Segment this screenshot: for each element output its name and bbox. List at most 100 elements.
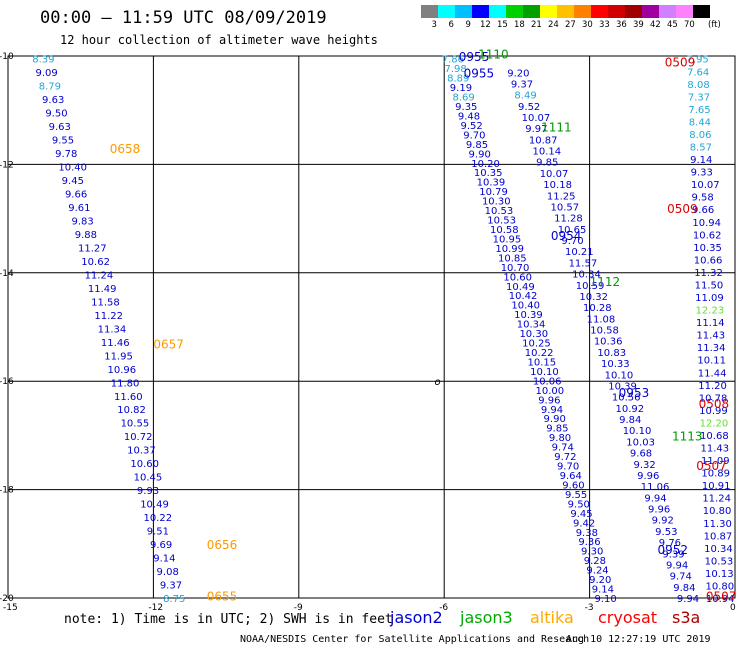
- swh-value: 9.51: [147, 527, 169, 538]
- swh-value: 11.57: [569, 258, 598, 269]
- swh-value: 9.63: [42, 95, 64, 106]
- swh-value: 9.14: [592, 585, 614, 596]
- swh-value: 9.68: [630, 449, 652, 460]
- swh-value: 10.45: [134, 473, 163, 484]
- legend-swatch: [625, 5, 642, 18]
- swh-value: 10.85: [498, 253, 527, 264]
- swh-value: 11.30: [703, 519, 732, 530]
- swh-value: 10.21: [565, 247, 594, 258]
- swh-value: 9.63: [49, 122, 71, 133]
- swh-value: 10.60: [130, 459, 159, 470]
- swh-value: 10.25: [522, 339, 551, 350]
- swh-value: 10.53: [487, 216, 516, 227]
- swh-value: 9.45: [570, 509, 592, 520]
- swh-value: 10.07: [691, 180, 720, 191]
- swh-value: 11.95: [104, 351, 133, 362]
- footnote: note: 1) Time is in UTC; 2) SWH is in fe…: [64, 612, 393, 627]
- legend-swatch: [659, 5, 676, 18]
- swh-value: 11.20: [698, 381, 727, 392]
- swh-value: 10.62: [693, 230, 722, 241]
- track-time-label: 1113: [672, 429, 703, 443]
- swh-value: 10.68: [700, 431, 729, 442]
- track-time-label: 1112: [590, 275, 621, 289]
- swh-value: 10.79: [479, 187, 508, 198]
- swh-value: 10.32: [579, 292, 608, 303]
- swh-value: 10.62: [81, 257, 110, 268]
- swh-value: 9.94: [644, 493, 666, 504]
- swh-value: 9.48: [458, 111, 480, 122]
- swh-value: 11.24: [702, 494, 731, 505]
- legend-swatch: [455, 5, 472, 18]
- swh-value: 9.19: [450, 83, 472, 94]
- swh-value: 9.39: [662, 549, 684, 560]
- swh-value: 9.70: [557, 462, 579, 473]
- legend-tick-label: 33: [599, 20, 610, 30]
- swh-value: 11.43: [701, 444, 730, 455]
- swh-value: 9.90: [469, 149, 491, 160]
- swh-value: 9.64: [560, 471, 582, 482]
- swh-value: 9.85: [546, 424, 568, 435]
- legend-tick-label: 21: [531, 20, 542, 30]
- track-time-label: 0507: [706, 589, 737, 603]
- swh-value: 9.14: [153, 554, 175, 565]
- swh-value: 9.45: [62, 176, 84, 187]
- swh-value: 8.08: [687, 80, 709, 91]
- swh-value: 9.69: [150, 540, 172, 551]
- swh-value: 9.50: [45, 109, 67, 120]
- swh-value: 10.34: [572, 270, 601, 281]
- swh-value: 10.03: [626, 437, 655, 448]
- y-axis-tick-label: -18: [0, 486, 14, 496]
- legend-swatch: [421, 5, 438, 18]
- legend-swatch: [557, 5, 574, 18]
- swh-value: 10.36: [594, 337, 623, 348]
- swh-value: 11.43: [696, 331, 725, 342]
- swh-value: 9.58: [691, 193, 713, 204]
- swh-value: 10.94: [692, 218, 721, 229]
- swh-value: 10.65: [558, 225, 587, 236]
- swh-value: 9.30: [581, 547, 603, 558]
- swh-value: 10.95: [493, 234, 522, 245]
- legend-swatch: [489, 5, 506, 18]
- track-time-label: 0655: [207, 589, 238, 603]
- page-title: 00:00 – 11:59 UTC 08/09/2019: [40, 8, 327, 28]
- swh-value: 9.08: [157, 567, 179, 578]
- legend-swatch: [642, 5, 659, 18]
- swh-value: 10.07: [540, 169, 569, 180]
- swh-value: 7.37: [688, 92, 710, 103]
- legend-tick-label: 18: [514, 20, 525, 30]
- legend-swatch: [506, 5, 523, 18]
- swh-value: 10.49: [506, 282, 535, 293]
- swh-value: 11.34: [98, 324, 127, 335]
- swh-value: 11.80: [111, 378, 140, 389]
- swh-value: 10.28: [583, 303, 612, 314]
- swh-value: 9.28: [584, 556, 606, 567]
- swh-value: 9.50: [568, 499, 590, 510]
- swh-value: 10.80: [705, 581, 734, 592]
- swh-value: 9.85: [536, 158, 558, 169]
- swh-value: 10.66: [694, 255, 723, 266]
- swh-value: 10.83: [597, 348, 626, 359]
- legend-swatch: [608, 5, 625, 18]
- track-time-label: 0955: [459, 50, 490, 64]
- legend-tick-label: 12: [480, 20, 491, 30]
- swh-value: 9.96: [637, 471, 659, 482]
- swh-value: 10.87: [529, 135, 558, 146]
- swh-value: 9.20: [589, 575, 611, 586]
- legend-tick-label: 27: [565, 20, 576, 30]
- swh-value: 10.96: [107, 365, 136, 376]
- swh-value: 10.22: [525, 348, 554, 359]
- swh-value: 9.88: [75, 230, 97, 241]
- plot-frame: [7, 55, 736, 599]
- swh-value: 7.65: [688, 105, 710, 116]
- swh-value: 10.99: [699, 406, 728, 417]
- legend-tick-label: 15: [497, 20, 508, 30]
- swh-value: 9.74: [670, 572, 692, 583]
- swh-value: 9.90: [544, 414, 566, 425]
- swh-value: 9.60: [562, 480, 584, 491]
- swh-value: 10.42: [509, 291, 538, 302]
- legend-tick-label: 30: [582, 20, 593, 30]
- legend-tick-label: 36: [616, 20, 627, 30]
- swh-value: 11.32: [694, 268, 723, 279]
- swh-value: 9.70: [463, 130, 485, 141]
- swh-value: 8.57: [690, 143, 712, 154]
